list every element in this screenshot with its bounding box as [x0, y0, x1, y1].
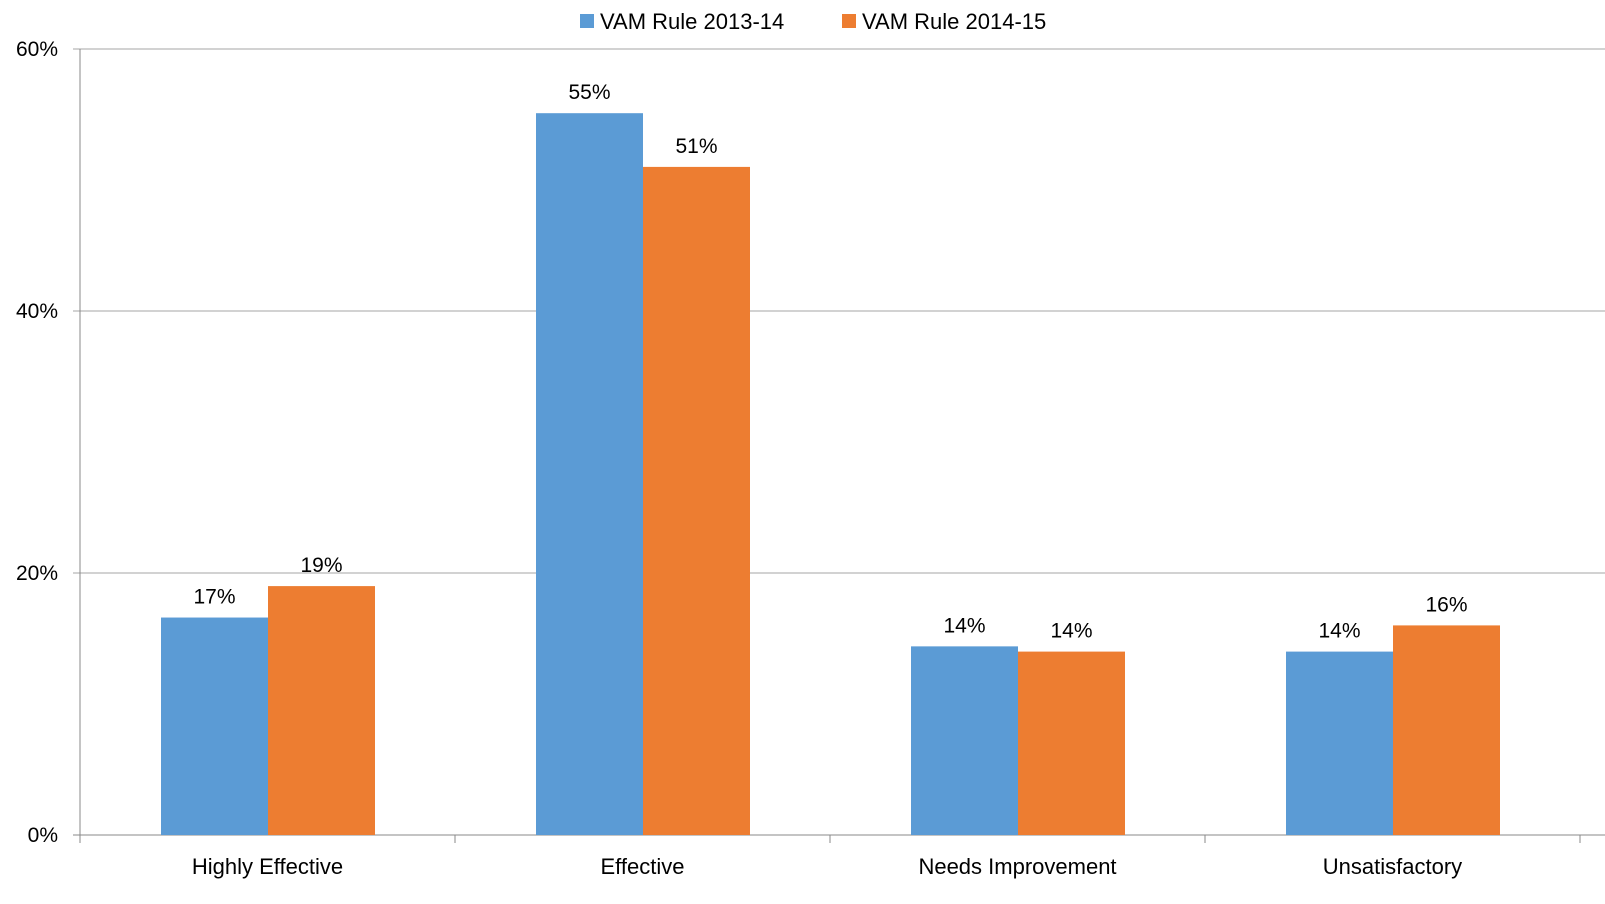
data-label: 14% [1050, 620, 1092, 643]
data-label: 14% [943, 614, 985, 637]
x-axis: Highly Effective Effective Needs Improveme… [79, 835, 1581, 879]
bar-unsatisfactory-series-1 [1286, 651, 1393, 835]
bar-highly-effective-series-2 [268, 586, 375, 835]
data-label: 16% [1425, 593, 1467, 616]
y-tick-label: 20% [16, 562, 58, 585]
x-category-label: Unsatisfactory [1323, 854, 1462, 879]
legend-label: VAM Rule 2014-15 [862, 9, 1046, 34]
legend-label: VAM Rule 2013-14 [600, 9, 784, 34]
bars [161, 113, 1500, 835]
bar-needs-improvement-series-1 [911, 646, 1018, 835]
bar-needs-improvement-series-2 [1018, 651, 1125, 835]
legend-swatch [842, 14, 856, 28]
x-category-label: Needs Improvement [918, 854, 1116, 879]
x-category-label: Highly Effective [192, 854, 343, 879]
data-labels: 17% 55% 14% 14% 19% 51% 14% 16% [193, 81, 1467, 642]
legend-swatch [580, 14, 594, 28]
y-tick-label: 40% [16, 300, 58, 323]
y-tick-label: 0% [28, 824, 58, 847]
x-category-label: Effective [601, 854, 685, 879]
data-label: 14% [1318, 620, 1360, 643]
data-label: 51% [675, 135, 717, 158]
data-label: 17% [193, 586, 235, 609]
legend: VAM Rule 2013-14 VAM Rule 2014-15 [580, 9, 1046, 34]
bar-effective-series-1 [536, 113, 643, 835]
y-axis-tick-labels: 0% 20% 40% 60% [16, 38, 58, 847]
bar-highly-effective-series-1 [161, 617, 268, 835]
y-tick-label: 60% [16, 38, 58, 61]
data-label: 55% [568, 81, 610, 104]
bar-effective-series-2 [643, 166, 750, 835]
bar-unsatisfactory-series-2 [1393, 625, 1500, 835]
data-label: 19% [300, 554, 342, 577]
